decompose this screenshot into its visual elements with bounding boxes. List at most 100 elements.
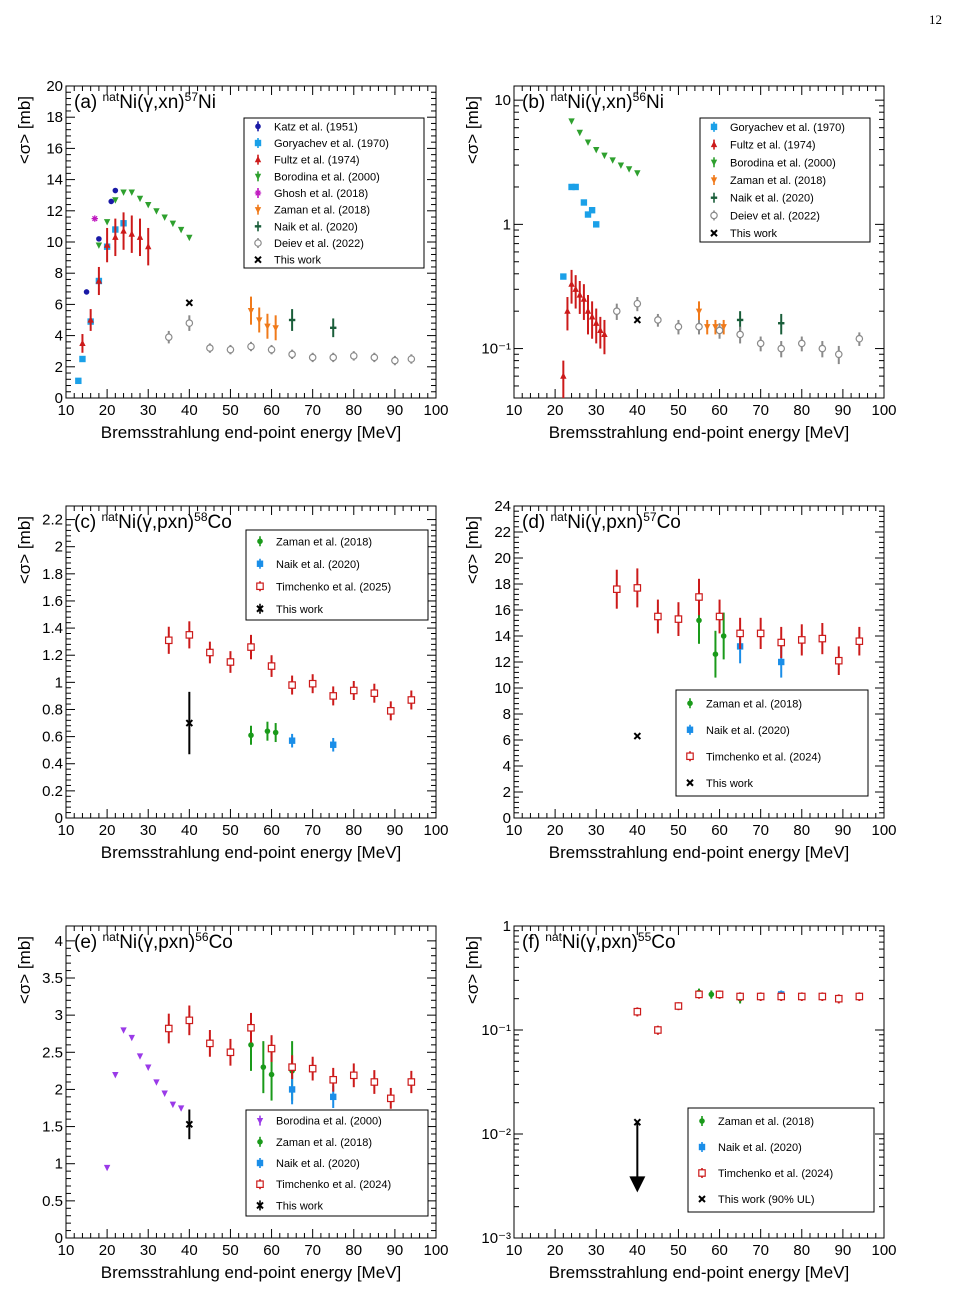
data-point	[778, 659, 784, 665]
data-point	[778, 345, 784, 351]
data-point	[408, 356, 414, 362]
legend-label: Zaman et al. (2018)	[276, 1137, 372, 1149]
x-tick-label: 60	[711, 822, 728, 839]
data-point	[108, 199, 114, 205]
data-point	[626, 166, 632, 172]
series-9	[186, 300, 192, 306]
data-point	[564, 307, 570, 313]
x-tick-label: 50	[670, 822, 687, 839]
data-point	[601, 153, 607, 159]
y-axis-label: <σ> [mb]	[463, 96, 482, 164]
data-point	[112, 234, 118, 240]
y-tick-label: 10	[46, 234, 63, 251]
legend-label: Zaman et al. (2018)	[730, 175, 826, 187]
data-point	[655, 613, 661, 619]
data-point	[256, 317, 262, 323]
x-tick-label: 70	[752, 1242, 769, 1259]
x-axis-label: Bremsstrahlung end-point energy [MeV]	[101, 1263, 402, 1282]
data-point	[145, 243, 151, 249]
data-point	[388, 1095, 394, 1101]
legend-label: Goryachev et al. (1970)	[730, 122, 845, 134]
series-3	[634, 990, 862, 1034]
y-tick-label: 18	[494, 576, 511, 593]
series-7	[634, 317, 640, 323]
y-tick-label: 2.5	[42, 1044, 63, 1061]
series-2	[560, 270, 608, 398]
x-tick-label: 80	[793, 402, 810, 419]
legend-label: Naik et al. (2020)	[730, 193, 814, 205]
data-point	[330, 1094, 336, 1100]
data-point	[757, 993, 763, 999]
data-point	[799, 993, 805, 999]
series-4	[186, 692, 192, 754]
legend: Zaman et al. (2018) Naik et al. (2020) Tim…	[676, 690, 868, 796]
y-tick-label: 10⁻³	[481, 1230, 511, 1247]
data-point	[178, 227, 184, 233]
legend-marker	[711, 212, 717, 218]
series-7	[289, 309, 337, 337]
data-point	[371, 690, 377, 696]
x-tick-label: 80	[345, 402, 362, 419]
legend-marker	[255, 225, 261, 227]
y-axis-label: <σ> [mb]	[15, 516, 34, 584]
data-point	[371, 354, 377, 360]
legend-label: Zaman et al. (2018)	[718, 1116, 814, 1128]
y-tick-label: 1	[55, 1156, 63, 1173]
data-point	[186, 632, 192, 638]
y-tick-label: 4	[55, 328, 63, 345]
y-tick-label: 16	[46, 140, 63, 157]
series-1	[104, 1027, 184, 1171]
data-point	[819, 993, 825, 999]
data-point	[112, 1072, 118, 1078]
data-point	[79, 340, 85, 346]
legend-label: Goryachev et al. (1970)	[274, 138, 389, 150]
data-point	[273, 730, 279, 736]
x-axis-label: Bremsstrahlung end-point energy [MeV]	[549, 1263, 850, 1282]
data-point	[696, 323, 702, 329]
legend-label: Timchenko et al. (2024)	[706, 751, 821, 763]
data-point	[408, 697, 414, 703]
legend-label: Zaman et al. (2018)	[706, 698, 802, 710]
legend-label: Deiev et al. (2022)	[274, 238, 364, 250]
legend-marker	[711, 197, 717, 199]
y-tick-label: 2.2	[42, 512, 63, 529]
panel-title: (d) natNi(γ,pxn)57Co	[522, 510, 681, 533]
legend-marker	[255, 124, 261, 130]
x-tick-label: 40	[181, 1242, 198, 1259]
data-point	[145, 202, 151, 208]
y-tick-label: 10	[494, 92, 511, 109]
x-tick-label: 30	[588, 822, 605, 839]
legend-label: Deiev et al. (2022)	[730, 210, 820, 222]
x-tick-label: 90	[835, 822, 852, 839]
legend-label: Naik et al. (2020)	[276, 1158, 360, 1170]
data-point	[589, 313, 595, 319]
x-axis-label: Bremsstrahlung end-point energy [MeV]	[101, 843, 402, 862]
data-point	[614, 308, 620, 314]
x-axis-label: Bremsstrahlung end-point energy [MeV]	[549, 423, 850, 442]
data-point	[289, 737, 295, 743]
data-point	[778, 322, 784, 324]
y-tick-label: 10	[494, 680, 511, 697]
chart-panel-6: 10 20 30 40 50 60 70 80 90 100 10⁻³ 10⁻² 10⁻¹ 1 Bremss…	[463, 918, 897, 1282]
legend-label: Fultz et al. (1974)	[274, 155, 360, 167]
legend-label: Fultz et al. (1974)	[730, 140, 816, 152]
x-tick-label: 70	[304, 402, 321, 419]
data-point	[757, 340, 763, 346]
data-point	[609, 157, 615, 163]
x-tick-label: 70	[304, 1242, 321, 1259]
legend-marker	[687, 700, 693, 706]
data-point	[186, 1017, 192, 1023]
x-tick-label: 90	[387, 1242, 404, 1259]
data-point	[634, 733, 640, 739]
data-point	[634, 170, 640, 176]
legend-label: Borodina et al. (2000)	[274, 171, 380, 183]
y-tick-label: 1.4	[42, 620, 63, 637]
x-tick-label: 30	[140, 1242, 157, 1259]
data-point	[721, 633, 727, 639]
legend-label: This work	[706, 778, 754, 790]
data-point	[585, 139, 591, 145]
x-tick-label: 70	[752, 402, 769, 419]
data-point	[560, 273, 566, 279]
x-tick-label: 40	[629, 822, 646, 839]
